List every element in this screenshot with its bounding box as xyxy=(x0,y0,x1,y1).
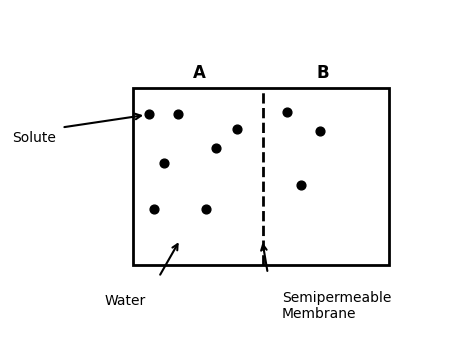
Point xyxy=(297,183,305,188)
Point xyxy=(212,145,219,151)
Point xyxy=(150,206,158,212)
Text: Solute: Solute xyxy=(12,131,56,145)
Bar xyxy=(133,88,389,265)
Text: Semipermeable
Membrane: Semipermeable Membrane xyxy=(282,291,392,321)
Text: A: A xyxy=(192,64,206,82)
Text: B: B xyxy=(316,64,328,82)
Point xyxy=(316,128,324,134)
Point xyxy=(174,111,182,117)
Point xyxy=(146,111,153,117)
Point xyxy=(233,126,241,132)
Point xyxy=(160,160,167,166)
Point xyxy=(283,109,291,115)
Text: Water: Water xyxy=(105,294,146,308)
Point xyxy=(202,206,210,212)
